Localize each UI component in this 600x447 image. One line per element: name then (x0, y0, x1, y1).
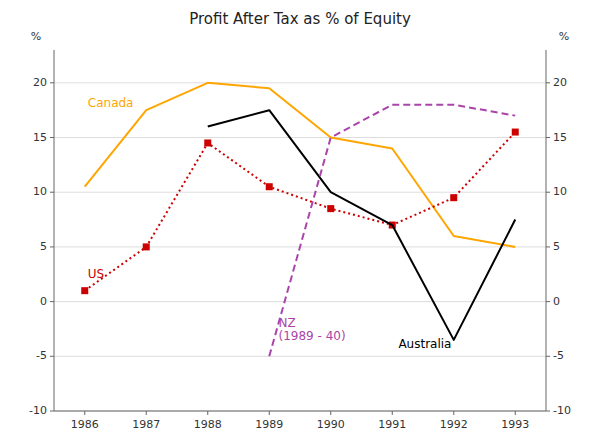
plot-area (81, 83, 519, 356)
y-tick-label: 0 (40, 295, 47, 308)
page: {"chart_data": { "type": "line", "title"… (0, 0, 600, 447)
y-tick-label: -10 (29, 404, 47, 417)
x-tick (269, 411, 270, 415)
y2-tick-label: -5 (553, 349, 564, 362)
y2-tick-label: 20 (553, 76, 567, 89)
y2-tick-label: -10 (553, 404, 571, 417)
y2-tick (546, 246, 550, 247)
annotation: US (88, 267, 104, 281)
y2-axis-label: % (559, 30, 569, 43)
y2-tick (546, 192, 550, 193)
series-line (208, 110, 516, 340)
series-line (85, 83, 516, 247)
y-tick (50, 192, 54, 193)
x-tick-label: 1993 (501, 418, 529, 431)
series-marker (450, 194, 457, 201)
x-tick-label: 1991 (378, 418, 406, 431)
y2-tick-label: 15 (553, 131, 567, 144)
grid-line (54, 137, 546, 138)
series-line (269, 105, 515, 357)
y-axis-label: % (31, 30, 41, 43)
y2-tick-label: 10 (553, 185, 567, 198)
annotations: Canada US Australia NZ(1989 - 40) (88, 96, 452, 351)
y-tick (50, 356, 54, 357)
x-tick-label: 1987 (132, 418, 160, 431)
x-tick-label: 1989 (255, 418, 283, 431)
x-tick (207, 411, 208, 415)
y-axis-line (54, 50, 55, 411)
y2-tick (546, 137, 550, 138)
axes: -10 -5 0 5 10 15 20 -10 -5 0 5 10 15 20 1986 1987 1988 19… (29, 50, 571, 431)
series-marker (266, 183, 273, 190)
annotation-line: (1989 - 40) (278, 329, 345, 343)
y-tick (50, 301, 54, 302)
x-tick-label: 1988 (194, 418, 222, 431)
series-line (85, 132, 516, 291)
chart: -10 -5 0 5 10 15 20 -10 -5 0 5 10 15 20 1986 1987 1988 19… (0, 0, 600, 447)
grid-line (54, 356, 546, 357)
x-tick (515, 411, 516, 415)
y-tick (50, 82, 54, 83)
x-tick-label: 1986 (71, 418, 99, 431)
y2-tick-label: 5 (553, 240, 560, 253)
series-marker (327, 205, 334, 212)
x-tick-label: 1990 (317, 418, 345, 431)
y2-axis-line (546, 50, 547, 411)
grid-line (54, 192, 546, 193)
x-tick (330, 411, 331, 415)
grid (54, 83, 546, 411)
annotation: Australia (398, 337, 451, 351)
title: Profit After Tax as % of Equity (189, 10, 411, 28)
grid-line (54, 411, 546, 412)
x-tick (392, 411, 393, 415)
series-marker (512, 129, 519, 136)
annotation-line: US (88, 267, 104, 281)
y2-tick (546, 356, 550, 357)
annotation: Canada (88, 96, 134, 110)
x-axis-line (54, 411, 546, 412)
series-marker (81, 287, 88, 294)
annotation-line: NZ (278, 316, 295, 330)
annotation-line: Australia (398, 337, 451, 351)
y2-tick (546, 82, 550, 83)
x-tick (84, 411, 85, 415)
y-tick (50, 411, 54, 412)
y2-tick (546, 301, 550, 302)
y-tick-label: -5 (36, 349, 47, 362)
annotation: NZ(1989 - 40) (278, 316, 345, 343)
x-tick (453, 411, 454, 415)
x-tick-label: 1992 (440, 418, 468, 431)
y-tick-label: 15 (33, 131, 47, 144)
x-tick (146, 411, 147, 415)
y-tick-label: 10 (33, 185, 47, 198)
y-tick (50, 137, 54, 138)
y-tick-label: 20 (33, 76, 47, 89)
y2-tick (546, 411, 550, 412)
series-marker (143, 243, 150, 250)
y2-tick-label: 0 (553, 295, 560, 308)
annotation-line: Canada (88, 96, 134, 110)
grid-line (54, 82, 546, 83)
series-marker (204, 139, 211, 146)
y-tick (50, 246, 54, 247)
y-tick-label: 5 (40, 240, 47, 253)
